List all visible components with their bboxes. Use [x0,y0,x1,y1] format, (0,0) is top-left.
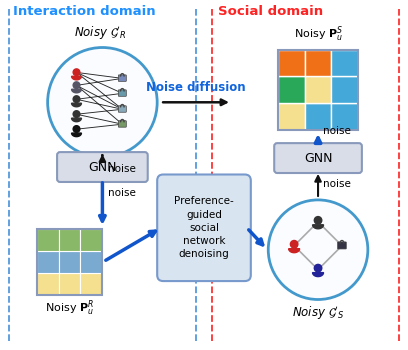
FancyBboxPatch shape [118,106,126,112]
Text: GNN: GNN [304,152,332,164]
FancyBboxPatch shape [57,152,148,182]
Circle shape [73,96,80,103]
Polygon shape [289,249,299,253]
Bar [331,103,358,130]
FancyBboxPatch shape [274,143,362,173]
Circle shape [73,111,80,118]
Circle shape [314,217,322,224]
Polygon shape [71,103,82,107]
Text: Noise diffusion: Noise diffusion [146,81,246,94]
Text: Preference-
guided
social
network
denoising: Preference- guided social network denois… [174,196,234,259]
Bar [80,229,102,251]
FancyBboxPatch shape [118,121,126,127]
Bar [59,273,80,294]
Polygon shape [71,118,82,122]
Polygon shape [313,225,324,229]
Bar [305,103,331,130]
Text: Noisy $\mathbf{P}^{S}_{u}$: Noisy $\mathbf{P}^{S}_{u}$ [293,24,343,43]
Text: Interaction domain: Interaction domain [13,5,155,18]
Bar [37,251,59,273]
Text: noise: noise [109,164,136,174]
Bar [80,273,102,294]
Bar [305,49,331,76]
Bar [37,229,102,294]
Text: Noisy $\mathcal{G}'_S$: Noisy $\mathcal{G}'_S$ [292,304,344,322]
Text: GNN: GNN [88,161,117,174]
Polygon shape [71,133,82,136]
Circle shape [268,200,368,300]
Circle shape [73,82,80,89]
Text: noise: noise [323,179,351,189]
FancyBboxPatch shape [337,242,346,249]
Bar [278,49,358,130]
Polygon shape [71,76,82,80]
Text: noise: noise [109,188,136,198]
Circle shape [73,69,80,76]
Bar [278,103,305,130]
FancyBboxPatch shape [118,90,126,96]
Text: Noisy $\mathcal{G}'_R$: Noisy $\mathcal{G}'_R$ [74,24,127,42]
Text: noise: noise [323,126,351,136]
Circle shape [73,126,80,132]
Bar [278,49,305,76]
Bar [59,251,80,273]
FancyBboxPatch shape [157,175,251,281]
Bar [305,76,331,103]
Circle shape [314,264,322,272]
Circle shape [48,48,157,157]
FancyBboxPatch shape [118,75,126,81]
Bar [331,49,358,76]
Text: Social domain: Social domain [218,5,323,18]
Bar [278,76,305,103]
Text: Noisy $\mathbf{P}^{R}_{u}$: Noisy $\mathbf{P}^{R}_{u}$ [45,299,94,318]
Circle shape [290,240,298,248]
Polygon shape [313,273,324,277]
Bar [37,229,59,251]
Bar [59,229,80,251]
Bar [80,251,102,273]
Bar [331,76,358,103]
Polygon shape [71,89,82,93]
Bar [37,273,59,294]
